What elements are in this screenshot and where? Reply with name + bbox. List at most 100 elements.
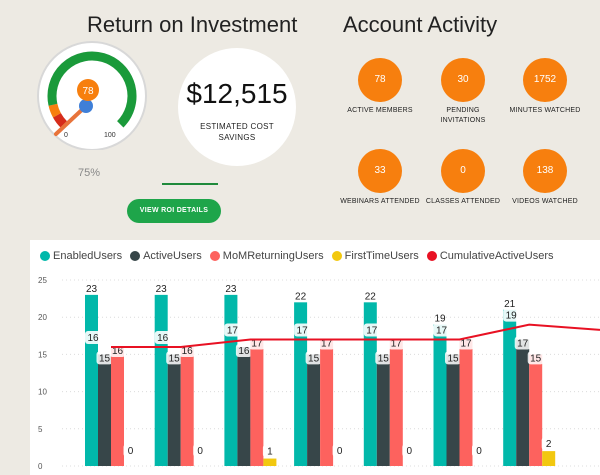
roi-gauge: 78 0 100 xyxy=(34,38,150,150)
metric-active-members[interactable]: 78 ACTIVE MEMBERS xyxy=(340,58,420,116)
savings-circle: $12,515 ESTIMATED COST SAVINGS xyxy=(178,48,296,166)
line-data-label: 17 xyxy=(227,326,239,337)
savings-label: ESTIMATED COST SAVINGS xyxy=(200,122,274,142)
gauge-percent-label: 75% xyxy=(78,167,101,179)
data-label-bg xyxy=(514,336,531,350)
legend-item-enabled-users[interactable]: EnabledUsers xyxy=(40,250,122,262)
data-label-bg xyxy=(262,444,277,458)
bar-enabledusers xyxy=(503,309,517,466)
line-data-label: 16 xyxy=(157,333,169,344)
data-label: 21 xyxy=(504,299,516,310)
data-label-bg xyxy=(193,444,208,457)
data-label: 17 xyxy=(321,339,333,350)
legend-marker xyxy=(130,251,141,261)
y-tick-label: 15 xyxy=(38,350,47,359)
metric-videos-watched[interactable]: 138 VIDEOS WATCHED xyxy=(505,149,585,207)
y-tick-label: 5 xyxy=(38,425,43,434)
metric-classes-attended[interactable]: 0 CLASSES ATTENDED xyxy=(423,149,503,207)
metric-label: WEBINARS ATTENDED xyxy=(340,198,420,205)
line-data-label: 16 xyxy=(87,333,99,344)
data-label-bg xyxy=(541,437,556,451)
data-label-bg xyxy=(375,351,392,365)
bar-firsttimeusers xyxy=(542,451,556,466)
data-label: 19 xyxy=(434,314,446,325)
gauge-graphic: 78 0 100 xyxy=(37,41,147,150)
gauge-value: 78 xyxy=(82,86,94,97)
legend-label: CumulativeActiveUsers xyxy=(439,250,554,262)
legend-item-cumulative-active-users[interactable]: CumulativeActiveUsers xyxy=(426,250,554,262)
legend-item-mom-returning-users[interactable]: MoMReturningUsers xyxy=(209,250,324,262)
data-label: 1 xyxy=(267,447,273,458)
metric-value: 0 xyxy=(441,149,485,193)
bar-enabledusers xyxy=(85,294,98,466)
legend-marker xyxy=(331,251,342,261)
account-activity-title: Account Activity xyxy=(343,12,498,37)
user-activity-chart: 0510152025231516023151602316171221517022… xyxy=(38,276,600,471)
data-label: 15 xyxy=(447,353,459,364)
gauge-hub xyxy=(79,99,93,113)
legend-label: MoMReturningUsers xyxy=(222,250,324,262)
line-label-bg xyxy=(224,323,241,337)
y-tick-label: 25 xyxy=(38,276,47,285)
metric-label: VIDEOS WATCHED xyxy=(512,198,578,205)
bar-activeusers xyxy=(516,339,530,466)
roi-title: Return on Investment xyxy=(87,12,298,37)
metric-label: PENDING INVITATIONS xyxy=(440,107,486,124)
data-label: 23 xyxy=(86,284,98,295)
bar-activeusers xyxy=(98,354,111,466)
metric-label: ACTIVE MEMBERS xyxy=(347,107,413,114)
data-label: 23 xyxy=(225,284,237,295)
bar-momreturningusers xyxy=(320,339,334,466)
data-label-bg xyxy=(96,351,113,365)
bar-enabledusers xyxy=(224,294,238,466)
view-roi-details-button[interactable]: VIEW ROI DETAILS xyxy=(127,199,221,223)
bar-enabledusers xyxy=(294,302,308,466)
legend-label: FirstTimeUsers xyxy=(344,250,419,262)
chart-legend: EnabledUsers ActiveUsers MoMReturningUse… xyxy=(40,250,558,262)
bar-momreturningusers xyxy=(250,339,264,466)
y-tick-label: 20 xyxy=(38,313,47,322)
metric-webinars-attended[interactable]: 33 WEBINARS ATTENDED xyxy=(340,149,420,207)
bar-momreturningusers xyxy=(111,346,124,466)
data-label-bg xyxy=(235,343,252,357)
legend-label: ActiveUsers xyxy=(143,250,202,262)
gauge-value-badge xyxy=(77,79,99,101)
data-label: 17 xyxy=(391,339,403,350)
metric-pending-invitations[interactable]: 30 PENDING INVITATIONS xyxy=(423,58,503,126)
savings-divider xyxy=(162,183,218,185)
metric-value: 78 xyxy=(358,58,402,102)
bar-activeusers xyxy=(167,354,181,466)
data-label-bg xyxy=(123,444,138,457)
legend-label: EnabledUsers xyxy=(53,250,123,262)
line-cumulativeactiveusers xyxy=(111,323,600,348)
line-data-label: 19 xyxy=(506,311,518,322)
data-label: 0 xyxy=(407,446,413,457)
metric-value: 1752 xyxy=(523,58,567,102)
legend-item-active-users[interactable]: ActiveUsers xyxy=(130,250,202,262)
data-label: 0 xyxy=(476,446,482,457)
metric-minutes-watched[interactable]: 1752 MINUTES WATCHED xyxy=(505,58,585,116)
metric-value: 138 xyxy=(523,149,567,193)
bar-enabledusers xyxy=(363,302,377,466)
data-label-bg xyxy=(305,351,322,365)
data-label: 16 xyxy=(238,346,250,357)
data-label: 15 xyxy=(169,353,181,364)
data-label: 17 xyxy=(517,339,529,350)
data-label: 15 xyxy=(99,353,111,364)
data-label: 17 xyxy=(460,339,472,350)
data-label: 16 xyxy=(112,346,124,357)
data-label: 22 xyxy=(365,291,377,302)
bar-momreturningusers xyxy=(180,346,194,466)
legend-item-first-time-users[interactable]: FirstTimeUsers xyxy=(331,250,419,262)
data-label: 15 xyxy=(308,353,320,364)
metric-value: 33 xyxy=(358,149,402,193)
gauge-red-zone xyxy=(53,112,68,128)
data-label: 16 xyxy=(182,346,194,357)
legend-marker xyxy=(209,251,220,261)
y-tick-label: 10 xyxy=(38,388,47,397)
metric-label: MINUTES WATCHED xyxy=(509,107,581,114)
bar-firsttimeusers xyxy=(263,458,277,466)
line-label-bg xyxy=(363,323,380,337)
data-label: 15 xyxy=(378,353,390,364)
data-label: 15 xyxy=(530,353,542,364)
